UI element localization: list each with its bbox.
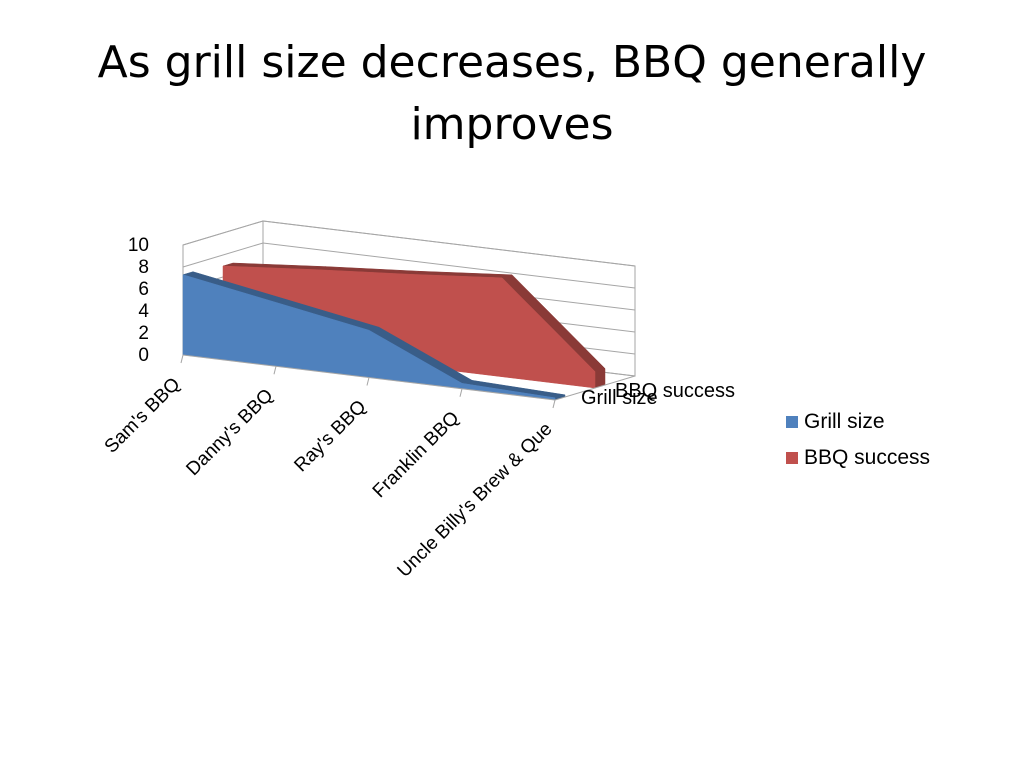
y-tick-label-2: 2 xyxy=(138,323,149,344)
series-axis-label-grill-size: Grill size xyxy=(581,387,658,409)
y-tick-label-6: 6 xyxy=(138,279,149,300)
series-bbq-success xyxy=(222,262,606,389)
x-category-label-danny-s-bbq: Danny's BBQ xyxy=(182,385,277,480)
series-axis-label-bbq-success: BBQ success xyxy=(615,380,735,402)
legend: Grill size BBQ success xyxy=(786,404,930,476)
legend-item-bbq-success: BBQ success xyxy=(786,440,930,476)
chart-title: As grill size decreases, BBQ generally i… xyxy=(97,37,927,150)
y-tick-label-8: 8 xyxy=(138,257,149,278)
x-tick-mark xyxy=(366,377,370,386)
gridline-10 xyxy=(182,220,636,267)
x-tick-mark xyxy=(180,354,184,364)
x-category-label-sam-s-bbq: Sam's BBQ xyxy=(101,374,185,458)
x-category-label-franklin-bbq: Franklin BBQ xyxy=(369,407,464,502)
x-tick-mark xyxy=(459,388,463,397)
legend-label-bbq-success: BBQ success xyxy=(804,446,931,469)
legend-swatch-bbq-success xyxy=(786,452,798,464)
depth-axis-line xyxy=(554,375,636,401)
y-tick-label-0: 0 xyxy=(138,345,149,366)
legend-swatch-grill-size xyxy=(786,416,798,428)
y-tick-label-4: 4 xyxy=(138,301,149,322)
series-grill-size xyxy=(182,271,566,401)
bbq-success-area xyxy=(222,265,596,389)
x-category-label-ray-s-bbq: Ray's BBQ xyxy=(290,396,370,476)
x-tick-mark xyxy=(273,366,277,375)
gridline-8 xyxy=(182,242,636,289)
y-tick-label-10: 10 xyxy=(128,235,149,256)
legend-label-grill-size: Grill size xyxy=(804,410,885,433)
legend-item-grill-size: Grill size xyxy=(786,404,930,440)
x-tick-mark xyxy=(552,399,556,409)
chart-floor xyxy=(180,354,636,409)
